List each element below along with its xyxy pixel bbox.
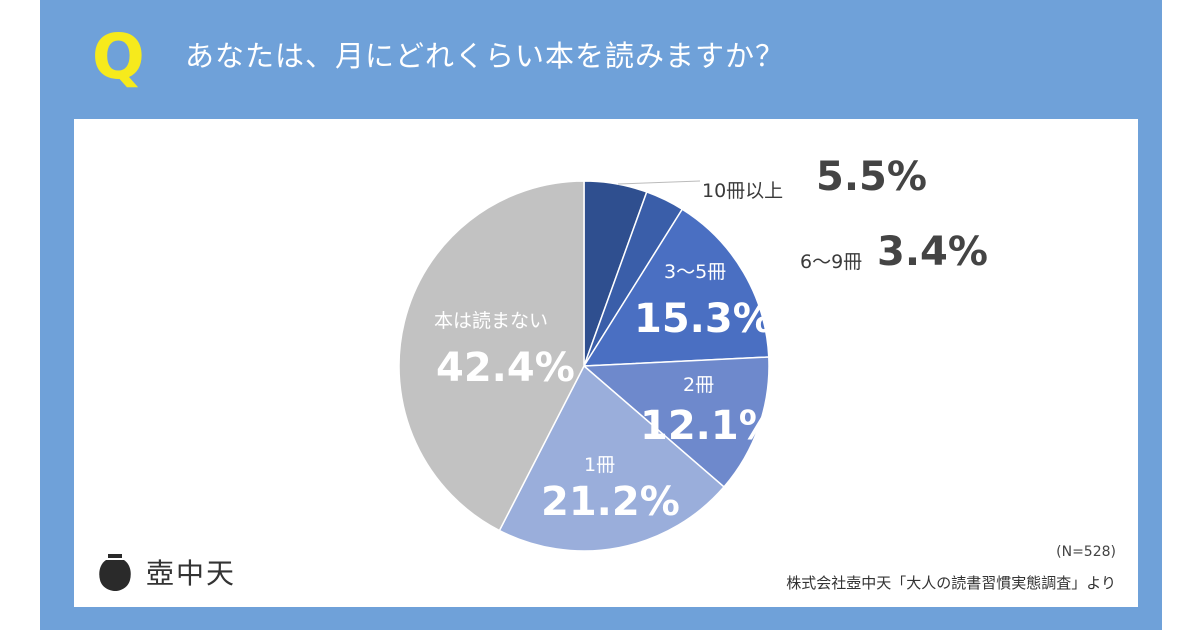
slice-3to5 [582,208,770,367]
label-6to9-category: 6〜9冊 [800,251,863,273]
label-2-category: 2冊 [683,374,715,396]
label-1-category: 1冊 [584,454,616,476]
question-title: あなたは、月にどれくらい本を読みますか？ [185,39,786,73]
sample-size-note: (N=528) [1056,544,1116,560]
slice-none [398,180,585,532]
slice-2 [582,356,770,488]
label-6to9-percent: 3.4% [877,229,988,275]
q-mark: Q [92,20,145,93]
label-2-percent: 12.1% [640,403,779,449]
label-none-category: 本は読まない [434,310,549,332]
leader-line [617,180,701,185]
label-10plus-category: 10冊以上 [702,180,784,202]
label-3to5-category: 3〜5冊 [664,261,727,283]
source-note: 株式会社壺中天「大人の読書習慣実態調査」より [786,574,1116,592]
slice-1 [498,364,726,552]
label-1-percent: 21.2% [541,479,680,525]
label-none-percent: 42.4% [436,345,575,391]
label-10plus-percent: 5.5% [816,154,927,200]
jar-logo-icon [99,554,131,591]
label-3to5-percent: 15.3% [634,296,773,342]
logo-text: 壺中天 [146,557,237,590]
